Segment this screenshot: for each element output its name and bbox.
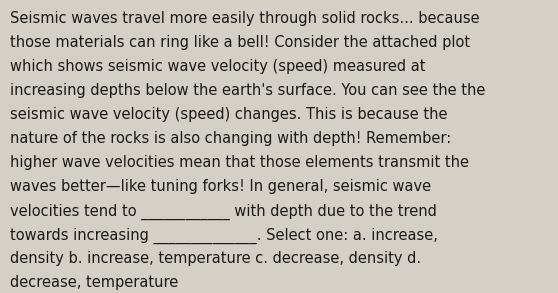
Text: seismic wave velocity (speed) changes. This is because the: seismic wave velocity (speed) changes. T… [10, 107, 448, 122]
Text: towards increasing ______________. Select one: a. increase,: towards increasing ______________. Selec… [10, 227, 438, 243]
Text: decrease, temperature: decrease, temperature [10, 275, 179, 290]
Text: increasing depths below the earth's surface. You can see the the: increasing depths below the earth's surf… [10, 83, 485, 98]
Text: waves better—like tuning forks! In general, seismic wave: waves better—like tuning forks! In gener… [10, 179, 431, 194]
Text: velocities tend to ____________ with depth due to the trend: velocities tend to ____________ with dep… [10, 203, 437, 219]
Text: Seismic waves travel more easily through solid rocks... because: Seismic waves travel more easily through… [10, 11, 480, 26]
Text: higher wave velocities mean that those elements transmit the: higher wave velocities mean that those e… [10, 155, 469, 170]
Text: nature of the rocks is also changing with depth! Remember:: nature of the rocks is also changing wit… [10, 131, 451, 146]
Text: those materials can ring like a bell! Consider the attached plot: those materials can ring like a bell! Co… [10, 35, 470, 50]
Text: density b. increase, temperature c. decrease, density d.: density b. increase, temperature c. decr… [10, 251, 421, 266]
Text: which shows seismic wave velocity (speed) measured at: which shows seismic wave velocity (speed… [10, 59, 426, 74]
